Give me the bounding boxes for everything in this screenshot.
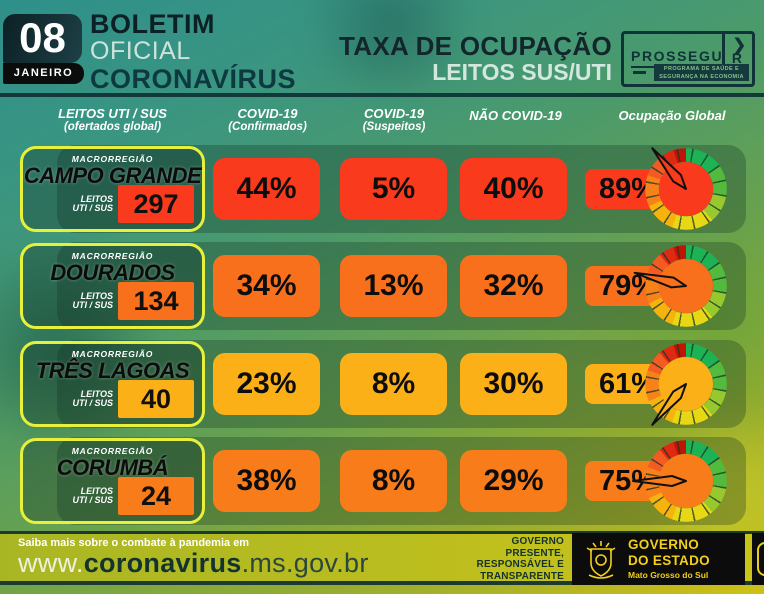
beds-label: LEITOS UTI / SUS (72, 193, 113, 214)
occupancy-gauge (645, 147, 727, 230)
covid-confirmed-value: 44% (213, 158, 320, 220)
region-name: DOURADOS (50, 260, 175, 285)
macro-region-label: MACRORREGIÃO (71, 446, 154, 456)
beds-label-line1: LEITOS (80, 388, 113, 399)
region-name: CAMPO GRANDE (23, 163, 202, 188)
column-header-beds: LEITOS UTI / SUS (ofertados global) (20, 106, 205, 134)
beds-label-line2: UTI / SUS (72, 203, 113, 213)
non-covid-value: 29% (460, 450, 567, 512)
macro-region-label: MACRORREGIÃO (71, 154, 154, 164)
beds-value: 297 (118, 185, 194, 223)
macro-region-label: MACRORREGIÃO (71, 349, 154, 359)
bulletin-title: BOLETIM OFICIAL CORONAVÍRUS (90, 11, 296, 93)
column-header-covid-confirmed-line1: COVID-19 (237, 106, 298, 121)
region-box: MACRORREGIÃO CAMPO GRANDE LEITOS UTI / S… (20, 146, 205, 232)
prosseguir-r: R (731, 50, 742, 66)
covid-suspect-value: 8% (340, 353, 447, 415)
beds-label-line1: LEITOS (80, 290, 113, 301)
beds-label: LEITOS UTI / SUS (72, 388, 113, 409)
beds-label: LEITOS UTI / SUS (72, 290, 113, 311)
occupancy-gauge (632, 440, 727, 522)
arrow-icon: ❯ (732, 37, 746, 54)
beds-label-line2: UTI / SUS (72, 398, 113, 408)
government-slogan-line1: GOVERNO (511, 536, 564, 547)
government-slogan-line4: TRANSPARENTE (480, 570, 564, 582)
non-covid-value: 40% (460, 158, 567, 220)
beds-label-line1: LEITOS (80, 193, 113, 204)
non-covid-value: 30% (460, 353, 567, 415)
occupancy-gauge (645, 343, 727, 426)
title-boletim: BOLETIM (90, 9, 215, 39)
covid-confirmed-value: 34% (213, 255, 320, 317)
table-row-corumba: MACRORREGIÃO CORUMBÁ LEITOS UTI / SUS 24… (0, 437, 764, 525)
non-covid-value: 32% (460, 255, 567, 317)
table-row-campo-grande: MACRORREGIÃO CAMPO GRANDE LEITOS UTI / S… (0, 145, 764, 233)
prosseguir-dash (633, 71, 646, 74)
partial-logo-frame-icon (757, 542, 764, 576)
region-box: MACRORREGIÃO TRÊS LAGOAS LEITOS UTI / SU… (20, 341, 205, 427)
occupancy-gauge (633, 245, 727, 327)
beds-label-line2: UTI / SUS (72, 495, 113, 505)
column-header-covid-suspect-line1: COVID-19 (364, 106, 424, 121)
beds-value: 24 (118, 477, 194, 515)
column-header-non-covid: NÃO COVID-19 (448, 107, 583, 123)
covid-suspect-value: 8% (340, 450, 447, 512)
occupancy-title-line1: TAXA DE OCUPAÇÃO (339, 31, 612, 61)
column-header-beds-line2: (ofertados global) (63, 121, 162, 134)
covid-confirmed-value: 23% (213, 353, 320, 415)
state-government-line2: DO ESTADO (628, 552, 710, 568)
column-header-covid-suspect: COVID-19 (Suspeitos) (335, 106, 453, 134)
footer-top-rule (0, 531, 764, 534)
column-header-global-label: Ocupação Global (618, 108, 726, 123)
occupancy-title: TAXA DE OCUPAÇÃO LEITOS SUS/UTI (339, 31, 612, 86)
title-oficial: OFICIAL (90, 37, 191, 65)
date-month: JANEIRO (3, 63, 84, 84)
footer-tagline: Saiba mais sobre o combate à pandemia em (18, 537, 250, 549)
government-slogan: GOVERNO PRESENTE, RESPONSÁVEL E TRANSPAR… (420, 536, 564, 582)
beds-value: 40 (118, 380, 194, 418)
column-header-covid-confirmed: COVID-19 (Confirmados) (205, 106, 330, 134)
beds-label-line1: LEITOS (80, 485, 113, 496)
state-government-wordmark: GOVERNO DO ESTADO Mato Grosso do Sul (628, 538, 710, 580)
column-header-non-covid-label: NÃO COVID-19 (469, 108, 562, 123)
state-government-line1: GOVERNO (628, 537, 700, 553)
macro-region-label: MACRORREGIÃO (71, 251, 154, 261)
region-box: MACRORREGIÃO CORUMBÁ LEITOS UTI / SUS 24 (20, 438, 205, 524)
table-row-tres-lagoas: MACRORREGIÃO TRÊS LAGOAS LEITOS UTI / SU… (0, 340, 764, 428)
title-coronavirus: CORONAVÍRUS (90, 64, 297, 94)
covid-confirmed-value: 38% (213, 450, 320, 512)
government-slogan-line3: RESPONSÁVEL E (476, 559, 564, 570)
website-url: www.coronavirus.ms.gov.br (18, 548, 369, 579)
footer-bottom-rule (0, 581, 764, 585)
table-row-dourados: MACRORREGIÃO DOURADOS LEITOS UTI / SUS 1… (0, 242, 764, 330)
column-header-covid-confirmed-line2: (Confirmados) (228, 121, 307, 134)
region-box: MACRORREGIÃO DOURADOS LEITOS UTI / SUS 1… (20, 243, 205, 329)
header-divider (0, 93, 764, 97)
beds-label: LEITOS UTI / SUS (72, 485, 113, 506)
url-domain: coronavirus (83, 548, 242, 578)
government-slogan-line2: PRESENTE, (505, 547, 564, 559)
date-day: 08 (3, 14, 82, 63)
state-government-logo: GOVERNO DO ESTADO Mato Grosso do Sul (572, 533, 745, 585)
column-header-global: Ocupação Global (588, 107, 756, 123)
region-name: TRÊS LAGOAS (35, 358, 190, 383)
beds-value: 134 (118, 282, 194, 320)
covid-suspect-value: 13% (340, 255, 447, 317)
covid-suspect-value: 5% (340, 158, 447, 220)
beds-label-line2: UTI / SUS (72, 300, 113, 310)
prosseguir-subtitle: PROGRAMA DE SAÚDE E SEGURANÇA NA ECONOMI… (654, 64, 749, 81)
state-government-line3: Mato Grosso do Sul (628, 570, 709, 581)
prosseguir-logo: PROSSEGU R ❯ PROGRAMA DE SAÚDE E SEGURAN… (621, 31, 755, 87)
column-header-beds-line1: LEITOS UTI / SUS (58, 106, 167, 121)
prosseguir-subtitle-line2: SEGURANÇA NA ECONOMIA (659, 74, 744, 80)
url-suffix: .ms.gov.br (241, 548, 369, 578)
column-header-covid-suspect-line2: (Suspeitos) (362, 121, 426, 134)
occupancy-title-line2: LEITOS SUS/UTI (432, 59, 612, 86)
url-www: www. (18, 548, 84, 578)
prosseguir-subtitle-line1: PROGRAMA DE SAÚDE E (663, 66, 740, 72)
prosseguir-i-bar (722, 34, 725, 68)
ms-coat-of-arms-icon (586, 541, 616, 579)
region-name: CORUMBÁ (56, 455, 169, 480)
